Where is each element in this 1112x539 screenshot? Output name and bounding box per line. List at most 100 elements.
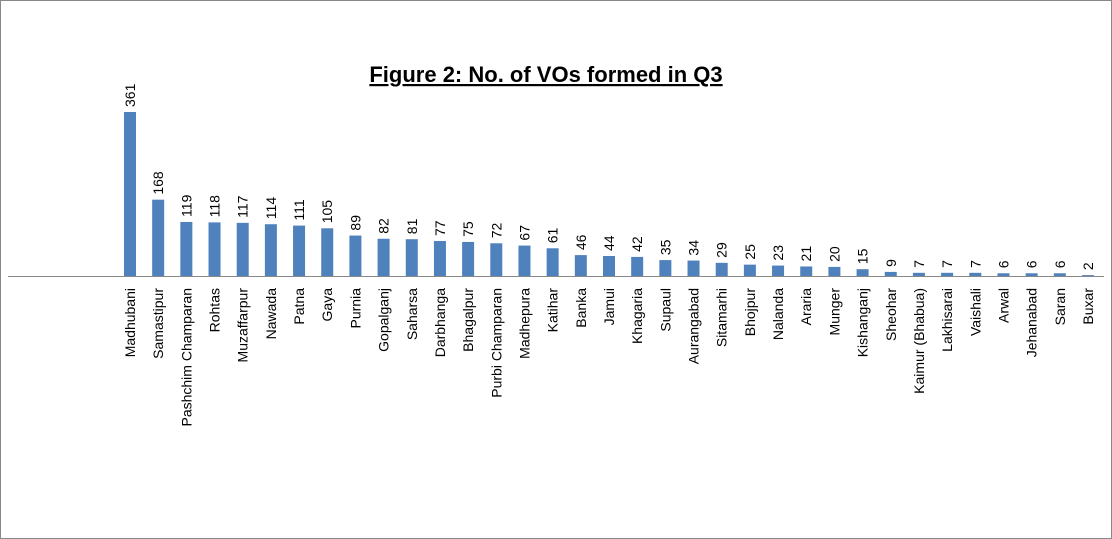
bar [377, 238, 390, 276]
data-label: 34 [686, 240, 702, 256]
bar [997, 273, 1010, 276]
x-tick-label: Banka [573, 288, 589, 328]
bar [941, 272, 954, 276]
data-label: 61 [545, 228, 561, 244]
data-label: 15 [855, 248, 871, 264]
bar [772, 265, 785, 276]
data-label: 118 [207, 195, 223, 218]
x-tick-label: Saran [1052, 288, 1068, 325]
data-label: 111 [291, 199, 307, 220]
bar [546, 248, 559, 276]
x-tick-label: Jehanabad [1024, 288, 1040, 357]
x-tick-label: Arwal [995, 288, 1011, 323]
bar [631, 256, 644, 276]
bar [884, 271, 897, 276]
x-tick-label: Pashchim Champaran [178, 288, 194, 427]
data-label: 105 [319, 200, 335, 224]
bar [433, 241, 446, 276]
x-tick-label: Gopalganj [376, 288, 392, 352]
bar [687, 260, 700, 276]
x-tick-label: Bhagalpur [460, 288, 476, 352]
data-label: 46 [573, 234, 589, 250]
x-tick-label: Kaimur (Bhabua) [911, 288, 927, 394]
bar [264, 224, 277, 276]
data-label: 20 [826, 246, 842, 262]
chart-title: Figure 2: No. of VOs formed in Q3 [369, 62, 722, 87]
bar [405, 239, 418, 276]
x-tick-label: Nawada [263, 288, 279, 340]
data-label: 67 [516, 225, 532, 241]
data-label: 117 [235, 195, 251, 218]
bar [1025, 273, 1038, 276]
data-label: 168 [150, 171, 166, 195]
bar [490, 243, 503, 276]
data-label: 81 [404, 218, 420, 234]
data-label: 35 [657, 239, 673, 255]
bar [293, 225, 306, 276]
x-tick-label: Khagaria [629, 288, 645, 344]
x-tick-label: Lakhisarai [939, 288, 955, 352]
bar [969, 272, 982, 276]
x-tick-label: Jamui [601, 288, 617, 325]
data-label: 25 [742, 244, 758, 260]
bar [574, 255, 587, 276]
bar [715, 262, 728, 276]
bar [124, 112, 136, 276]
x-tick-label: Purbi Champaran [488, 288, 504, 398]
data-label: 77 [432, 220, 448, 236]
bar [1082, 275, 1094, 276]
x-tick-label: Rohtas [207, 288, 223, 332]
bar [912, 272, 925, 276]
bar [321, 228, 334, 276]
bar [1053, 273, 1066, 276]
x-tick-label: Supaul [657, 288, 673, 332]
data-label: 6 [1024, 260, 1040, 268]
data-label: 6 [1052, 260, 1068, 268]
data-label: 361 [122, 83, 138, 107]
data-label: 89 [347, 215, 363, 231]
x-tick-label: Sheohar [883, 288, 899, 341]
data-label: 2 [1080, 262, 1096, 270]
x-tick-label: Kishanganj [855, 288, 871, 357]
data-label: 44 [601, 235, 617, 251]
bar [180, 221, 193, 276]
x-tick-label: Saharsa [404, 288, 420, 340]
bar [659, 260, 672, 276]
bar [462, 241, 475, 276]
x-tick-label: Darbhanga [432, 288, 448, 357]
bar [236, 222, 249, 276]
data-label: 7 [967, 260, 983, 268]
bar [743, 264, 756, 276]
data-label: 7 [911, 260, 927, 268]
data-label: 42 [629, 236, 645, 252]
x-tick-label: Vaishali [967, 288, 983, 336]
x-tick-label: Sitamarhi [714, 288, 730, 347]
x-tick-label: Buxar [1080, 288, 1096, 325]
data-label: 7 [939, 260, 955, 268]
x-tick-label: Aurangabad [686, 288, 702, 364]
bar [152, 199, 165, 276]
x-tick-label: Madhepura [516, 288, 532, 359]
data-label: 75 [460, 221, 476, 237]
data-label: 9 [883, 259, 899, 267]
x-tick-label: Gaya [319, 288, 335, 322]
bar [518, 245, 531, 276]
x-tick-label: Nalanda [770, 288, 786, 340]
x-tick-label: Muzaffarpur [235, 288, 251, 363]
bar [856, 269, 869, 276]
data-label: 21 [798, 246, 814, 262]
data-label: 23 [770, 245, 786, 261]
x-tick-label: Samastipur [150, 288, 166, 359]
data-label: 29 [714, 242, 730, 258]
x-tick-label: Araria [798, 288, 814, 326]
bar [208, 222, 221, 276]
x-tick-label: Patna [291, 288, 307, 325]
bar [800, 266, 813, 276]
bar [349, 235, 362, 276]
data-label: 119 [178, 194, 194, 217]
x-tick-label: Munger [826, 288, 842, 336]
data-label: 82 [376, 218, 392, 234]
data-label: 114 [263, 197, 279, 220]
data-label: 6 [995, 260, 1011, 268]
